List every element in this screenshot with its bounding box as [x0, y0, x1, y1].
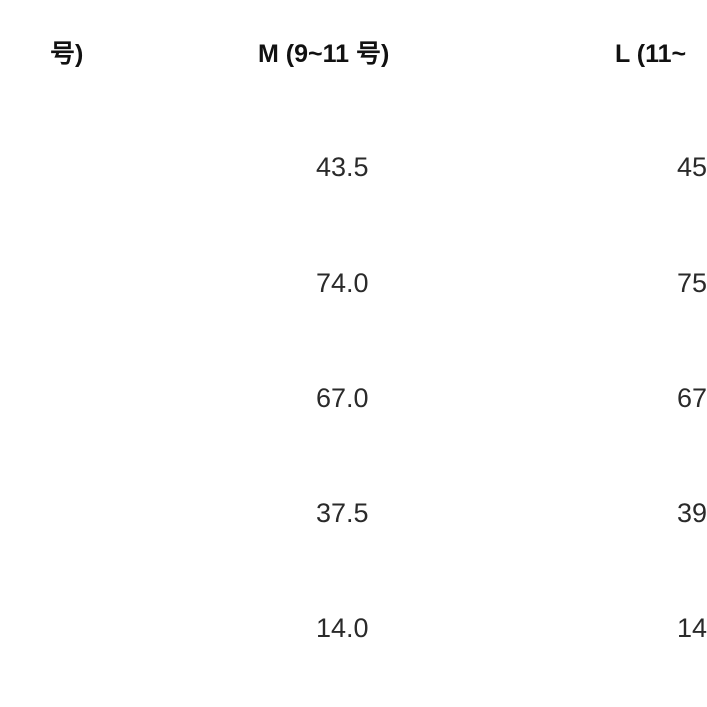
column-header-m: M (9~11 号) [258, 40, 390, 68]
cell-l-row3: 67 [677, 383, 707, 413]
column-header-s: 号) [50, 40, 84, 68]
cell-l-row5: 14 [677, 613, 707, 643]
column-header-l: L (11~ [615, 40, 687, 68]
cell-l-row2: 75 [677, 268, 707, 298]
cell-l-row1: 45 [677, 152, 707, 182]
cell-m-row3: 67.0 [316, 383, 369, 413]
cell-m-row5: 14.0 [316, 613, 369, 643]
cell-l-row4: 39 [677, 498, 707, 528]
cell-m-row2: 74.0 [316, 268, 369, 298]
cell-m-row1: 43.5 [316, 152, 369, 182]
cell-m-row4: 37.5 [316, 498, 369, 528]
